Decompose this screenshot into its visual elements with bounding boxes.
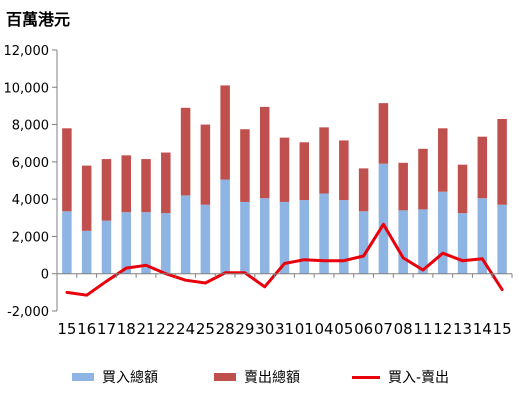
legend-item-sell: 賣出總額 <box>214 362 300 392</box>
legend-label-net: 買入-賣出 <box>388 370 450 386</box>
x-tick-label: 11 <box>413 320 432 338</box>
legend-swatch-sell <box>214 373 236 381</box>
bar-sell <box>438 128 448 192</box>
x-tick-label: 05 <box>334 320 353 338</box>
unit-label: 百萬港元 <box>6 10 71 29</box>
bar-sell <box>81 165 92 231</box>
x-tick-label: 06 <box>354 320 373 338</box>
bar-sell <box>279 137 290 202</box>
bar-buy <box>180 195 191 274</box>
bar-buy <box>200 204 211 274</box>
bar-buy <box>339 200 349 274</box>
y-tick-label: 8,000 <box>12 119 49 134</box>
y-tick-label: 10,000 <box>4 81 50 96</box>
bar-buy <box>220 179 230 274</box>
y-tick-label: 4,000 <box>12 193 49 208</box>
x-tick-label: 15 <box>57 320 76 338</box>
legend-label-sell: 賣出總額 <box>244 370 300 386</box>
x-tick-label: 07 <box>374 320 393 338</box>
y-tick-label: 6,000 <box>12 156 49 171</box>
net-line <box>65 222 504 297</box>
bar-sell <box>161 152 171 214</box>
bar-sell <box>220 85 230 180</box>
legend: 買入總額 賣出總額 買入-賣出 <box>0 362 519 392</box>
x-tick-label: 15 <box>493 320 512 338</box>
bar-sell <box>101 159 112 221</box>
x-tick-label: 29 <box>235 320 254 338</box>
legend-item-buy: 買入總額 <box>72 362 158 392</box>
y-axis: -2,000 0 2,000 4,000 6,000 8,000 10,000 12,000 <box>4 44 58 320</box>
bar-sell <box>378 103 389 164</box>
net-line-group <box>65 222 504 297</box>
bar-sell <box>200 124 211 205</box>
legend-label-buy: 買入總額 <box>102 370 158 386</box>
bar-buy <box>62 211 72 274</box>
bar-buy <box>141 212 151 274</box>
bar-sell <box>121 155 131 213</box>
bar-sell <box>299 142 310 201</box>
bar-buy <box>279 201 290 274</box>
stacked-bar-line-chart: -2,00002,0004,0006,0008,00010,00012,000 … <box>4 44 513 338</box>
x-tick-label: 18 <box>117 320 136 338</box>
x-tick-label: 08 <box>394 320 413 338</box>
bar-sell <box>497 118 507 205</box>
x-tick-label: 22 <box>156 320 175 338</box>
bar-buy <box>319 193 329 274</box>
x-tick-label: 17 <box>97 320 116 338</box>
bars-group <box>62 85 507 274</box>
legend-swatch-net <box>352 375 380 379</box>
bar-buy <box>457 213 468 274</box>
bar-buy <box>497 204 507 274</box>
bar-buy <box>438 191 448 274</box>
bar-buy <box>240 201 250 274</box>
bar-buy <box>358 211 369 274</box>
bar-buy <box>398 210 408 274</box>
y-tick-label: -2,000 <box>7 305 49 320</box>
bar-sell <box>319 127 329 194</box>
x-tick-label: 16 <box>77 320 96 338</box>
bar-sell <box>339 140 349 201</box>
bar-buy <box>101 220 112 274</box>
bar-buy <box>378 163 389 274</box>
bar-sell <box>141 159 151 213</box>
bar-buy <box>418 209 428 274</box>
bar-sell <box>457 164 468 214</box>
bar-sell <box>259 106 270 199</box>
y-tick-label: 0 <box>41 268 49 283</box>
x-axis: 15 16 17 18 21 22 24 25 28 29 30 31 01 04 05 06 07 08 11 12… <box>56 273 513 338</box>
x-tick-label: 21 <box>136 320 155 338</box>
x-tick-label: 14 <box>473 320 492 338</box>
bar-buy <box>259 198 270 274</box>
bar-sell <box>418 148 428 210</box>
x-tick-label: 31 <box>275 320 294 338</box>
x-tick-label: 24 <box>176 320 195 338</box>
bar-buy <box>161 213 171 274</box>
x-tick-label: 01 <box>295 320 314 338</box>
x-tick-label: 30 <box>255 320 274 338</box>
legend-item-net: 買入-賣出 <box>352 362 449 392</box>
bar-buy <box>299 200 310 274</box>
x-tick-label: 28 <box>216 320 235 338</box>
bar-sell <box>358 168 369 212</box>
bar-buy <box>477 198 488 274</box>
x-tick-label: 04 <box>315 320 334 338</box>
bar-sell <box>62 128 72 212</box>
y-tick-label: 12,000 <box>4 44 50 59</box>
bar-buy <box>121 212 131 274</box>
y-tick-label: 2,000 <box>12 230 49 245</box>
bar-sell <box>477 136 488 199</box>
x-tick-label: 25 <box>196 320 215 338</box>
bar-sell <box>180 107 191 196</box>
bar-buy <box>81 230 92 274</box>
bar-sell <box>398 162 408 211</box>
x-tick-label: 13 <box>453 320 472 338</box>
x-tick-label: 12 <box>433 320 452 338</box>
bar-sell <box>240 129 250 202</box>
legend-swatch-buy <box>72 373 94 381</box>
